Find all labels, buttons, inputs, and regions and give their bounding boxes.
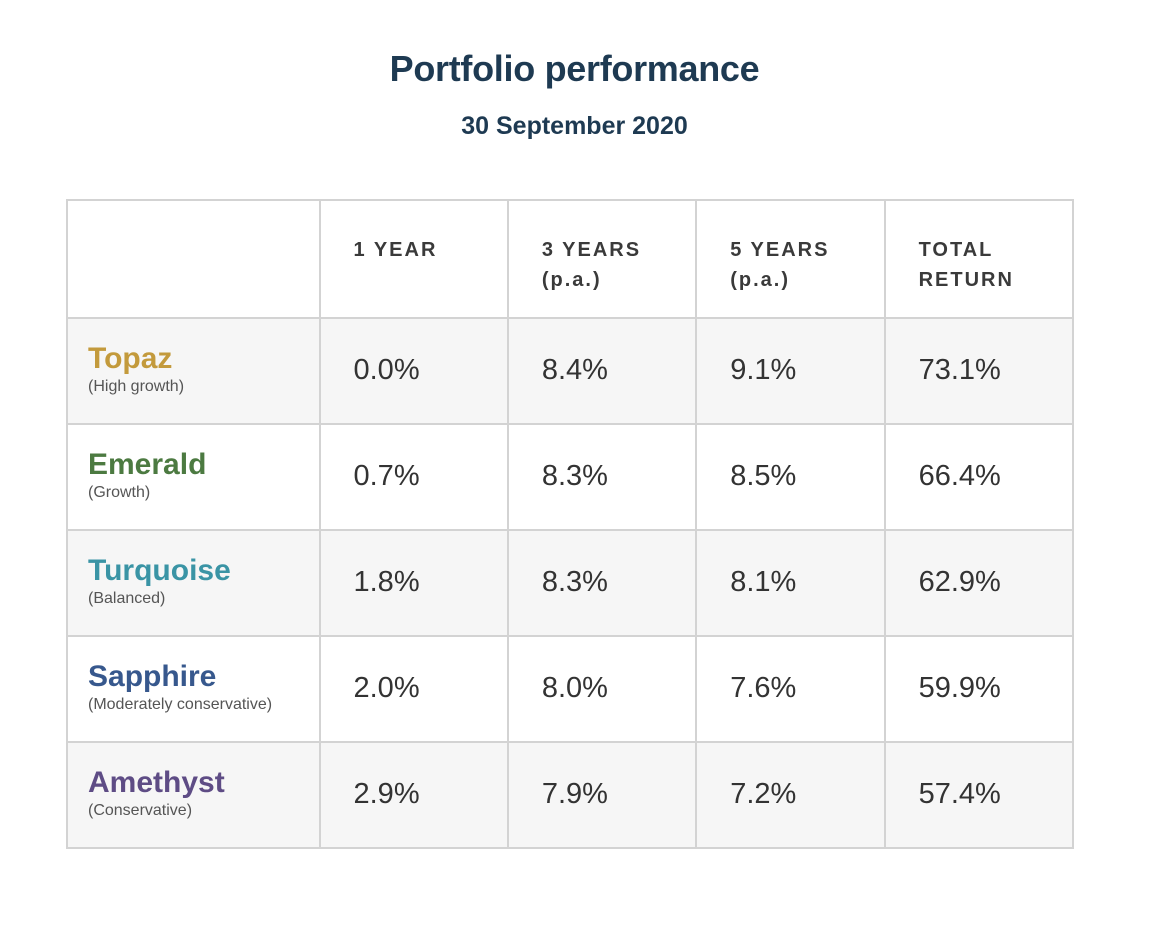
value-total-return-topaz: 73.1%	[918, 354, 1001, 386]
value-cell: 0.7%	[318, 423, 509, 531]
value-cell: 7.9%	[506, 741, 698, 849]
portfolio-cell: Emerald (Growth)	[66, 423, 321, 531]
portfolio-name-turquoise: Turquoise	[88, 554, 231, 587]
value-1-year-amethyst: 2.9%	[353, 778, 420, 810]
portfolio-name-emerald: Emerald	[88, 448, 207, 481]
column-header-total-return: TOTAL RETURN	[918, 239, 1014, 291]
value-1-year-topaz: 0.0%	[353, 354, 420, 386]
value-5-years-topaz: 9.1%	[730, 354, 797, 386]
value-total-return-emerald: 66.4%	[918, 460, 1001, 492]
value-total-return-sapphire: 59.9%	[918, 672, 1001, 704]
value-cell: 1.8%	[318, 529, 509, 637]
value-1-year-turquoise: 1.8%	[353, 566, 420, 598]
value-cell: 62.9%	[883, 529, 1075, 637]
header-cell-portfolio	[66, 199, 321, 319]
portfolio-description-emerald: (Growth)	[88, 484, 151, 501]
value-cell: 8.3%	[506, 423, 698, 531]
value-5-years-emerald: 8.5%	[730, 460, 797, 492]
table-row-emerald: Emerald (Growth) 0.7% 8.3% 8.5% 66.4%	[66, 423, 1075, 531]
value-total-return-amethyst: 57.4%	[918, 778, 1001, 810]
value-cell: 7.2%	[695, 741, 886, 849]
portfolio-name-sapphire: Sapphire	[88, 660, 217, 693]
value-cell: 7.6%	[695, 635, 886, 743]
value-cell: 2.9%	[318, 741, 509, 849]
column-header-portfolio	[68, 201, 319, 235]
value-cell: 0.0%	[318, 317, 509, 425]
column-header-1-year: 1 YEAR	[353, 239, 438, 261]
portfolio-name-topaz: Topaz	[88, 342, 173, 375]
value-3-years-amethyst: 7.9%	[541, 778, 608, 810]
value-5-years-amethyst: 7.2%	[730, 778, 797, 810]
value-cell: 57.4%	[883, 741, 1075, 849]
portfolio-cell: Turquoise (Balanced)	[66, 529, 321, 637]
portfolio-description-amethyst: (Conservative)	[88, 802, 193, 819]
header-cell-5-years: 5 YEARS (p.a.)	[695, 199, 886, 319]
page-subtitle: 30 September 2020	[461, 112, 688, 140]
table-row-amethyst: Amethyst (Conservative) 2.9% 7.9% 7.2% 5…	[66, 741, 1075, 849]
header-cell-total-return: TOTAL RETURN	[883, 199, 1075, 319]
value-5-years-sapphire: 7.6%	[730, 672, 797, 704]
value-5-years-turquoise: 8.1%	[730, 566, 797, 598]
value-3-years-emerald: 8.3%	[541, 460, 608, 492]
value-cell: 59.9%	[883, 635, 1075, 743]
value-cell: 2.0%	[318, 635, 509, 743]
value-cell: 8.3%	[506, 529, 698, 637]
value-total-return-turquoise: 62.9%	[918, 566, 1001, 598]
value-3-years-sapphire: 8.0%	[541, 672, 608, 704]
value-3-years-topaz: 8.4%	[541, 354, 608, 386]
portfolio-name-amethyst: Amethyst	[88, 766, 225, 799]
portfolio-cell: Topaz (High growth)	[66, 317, 321, 425]
header-row: 1 YEAR 3 YEARS (p.a.) 5 YEARS (p.a.) TOT…	[66, 199, 1075, 319]
table-row-sapphire: Sapphire (Moderately conservative) 2.0% …	[66, 635, 1075, 743]
table-row-topaz: Topaz (High growth) 0.0% 8.4% 9.1% 73.1%	[66, 317, 1075, 425]
value-cell: 9.1%	[695, 317, 886, 425]
column-header-3-years: 3 YEARS (p.a.)	[541, 239, 642, 291]
portfolio-description-turquoise: (Balanced)	[88, 590, 166, 607]
portfolio-description-topaz: (High growth)	[88, 378, 185, 395]
value-cell: 8.5%	[695, 423, 886, 531]
value-3-years-turquoise: 8.3%	[541, 566, 608, 598]
header-cell-1-year: 1 YEAR	[318, 199, 509, 319]
value-cell: 66.4%	[883, 423, 1075, 531]
value-cell: 8.0%	[506, 635, 698, 743]
table-row-turquoise: Turquoise (Balanced) 1.8% 8.3% 8.1% 62.9…	[66, 529, 1075, 637]
value-1-year-emerald: 0.7%	[353, 460, 420, 492]
value-cell: 8.4%	[506, 317, 698, 425]
page-title: Portfolio performance	[389, 48, 760, 89]
value-cell: 73.1%	[883, 317, 1075, 425]
portfolio-cell: Amethyst (Conservative)	[66, 741, 321, 849]
column-header-5-years: 5 YEARS (p.a.)	[730, 239, 830, 291]
value-cell: 8.1%	[695, 529, 886, 637]
performance-table: 1 YEAR 3 YEARS (p.a.) 5 YEARS (p.a.) TOT…	[66, 199, 1075, 849]
value-1-year-sapphire: 2.0%	[353, 672, 420, 704]
portfolio-cell: Sapphire (Moderately conservative)	[66, 635, 321, 743]
header-cell-3-years: 3 YEARS (p.a.)	[506, 199, 698, 319]
portfolio-description-sapphire: (Moderately conservative)	[88, 696, 273, 713]
